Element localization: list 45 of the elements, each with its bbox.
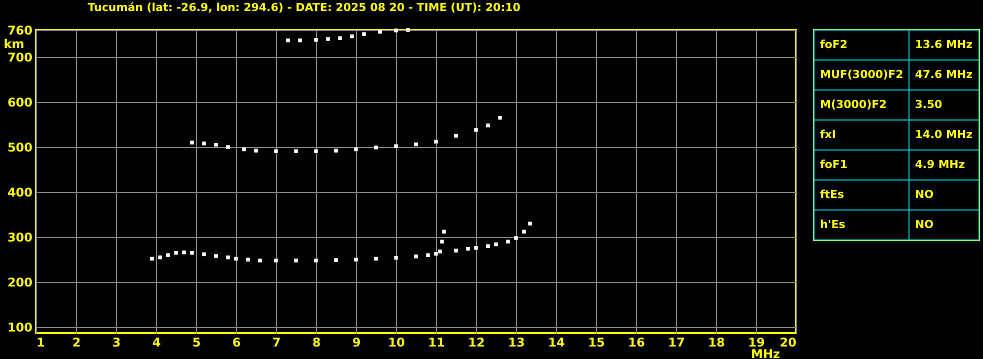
- x-tick-label: 2: [72, 336, 81, 350]
- x-tick-label: 5: [192, 336, 201, 350]
- x-axis-title: MHz: [751, 347, 780, 359]
- text: 4.9 MHz: [915, 158, 965, 171]
- text: NO: [915, 218, 934, 231]
- y-tick-label: 600: [7, 96, 32, 110]
- x-tick-label: 16: [628, 336, 645, 350]
- text: 3.50: [915, 98, 942, 111]
- x-tick-label: 7: [272, 336, 281, 350]
- y-tick-label: 700: [7, 50, 32, 65]
- x-tick-label: 11: [428, 336, 445, 350]
- y-tick-label: 200: [7, 276, 32, 290]
- text: 47.6 MHz: [915, 68, 973, 81]
- x-tick-label: 12: [468, 336, 485, 350]
- y-tick-label: 500: [7, 140, 32, 155]
- text: h'Es: [820, 218, 846, 231]
- y-tick-label: 300: [7, 230, 32, 245]
- y-tick-label: 760: [7, 24, 32, 38]
- text: fxI: [820, 128, 836, 141]
- y-axis-title: km: [4, 37, 24, 51]
- chart-title: Tucumán (lat: -26.9, lon: 294.6) - DATE: 2025 08 20 - TIME (UT): 20:10: [88, 1, 521, 14]
- x-tick-label: 19: [748, 336, 765, 350]
- text: NO: [915, 188, 934, 201]
- text: foF2: [820, 38, 848, 51]
- text: MUF(3000)F2: [820, 68, 904, 81]
- x-tick-label: 8: [312, 336, 321, 350]
- x-tick-label: 14: [548, 336, 565, 350]
- x-tick-label: 1: [36, 336, 45, 350]
- text: 14.0 MHz: [915, 128, 973, 141]
- x-tick-label: 20: [780, 336, 796, 350]
- y-tick-label: 100: [7, 320, 32, 335]
- x-tick-label: 17: [668, 336, 685, 350]
- x-tick-label: 10: [388, 336, 405, 350]
- text: ftEs: [820, 188, 845, 201]
- x-tick-label: 13: [508, 336, 525, 350]
- x-tick-label: 4: [152, 336, 161, 350]
- text: M(3000)F2: [820, 98, 887, 111]
- x-tick-label: 3: [112, 336, 121, 350]
- text: 13.6 MHz: [915, 38, 973, 51]
- text: foF1: [820, 158, 848, 171]
- x-tick-label: 6: [232, 336, 241, 350]
- x-tick-label: 18: [708, 336, 725, 350]
- y-tick-label: 400: [7, 186, 32, 200]
- x-tick-label: 9: [352, 336, 361, 350]
- x-tick-label: 15: [588, 336, 605, 350]
